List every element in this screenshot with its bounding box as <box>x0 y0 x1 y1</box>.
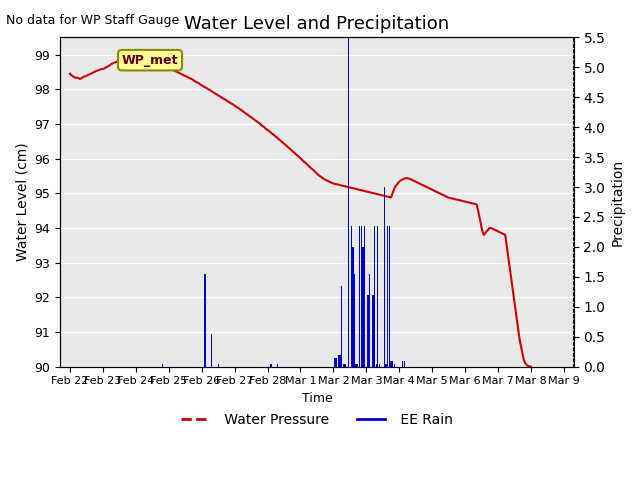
Bar <box>353 247 354 367</box>
Bar <box>364 226 365 367</box>
Bar <box>376 364 377 367</box>
Bar <box>334 358 336 367</box>
Legend:  Water Pressure,  EE Rain: Water Pressure, EE Rain <box>175 407 458 432</box>
Text: WP_met: WP_met <box>122 54 179 67</box>
Bar <box>372 295 374 367</box>
Bar <box>218 364 219 367</box>
Bar <box>342 364 344 367</box>
Y-axis label: Water Level (cm): Water Level (cm) <box>15 143 29 261</box>
Bar <box>392 360 394 367</box>
Bar <box>362 247 364 367</box>
Bar <box>348 37 349 367</box>
Bar <box>387 226 388 367</box>
Text: No data for WP Staff Gauge: No data for WP Staff Gauge <box>6 14 180 27</box>
Bar <box>270 364 271 367</box>
Bar <box>390 360 392 367</box>
Bar <box>161 364 163 367</box>
Bar <box>204 274 205 367</box>
Bar <box>374 226 375 367</box>
Bar <box>384 187 385 367</box>
Bar <box>336 358 337 367</box>
Bar <box>276 364 278 367</box>
Bar <box>404 360 405 367</box>
Bar <box>344 364 346 367</box>
Bar <box>338 355 339 367</box>
Bar <box>385 364 387 367</box>
X-axis label: Time: Time <box>301 392 332 405</box>
Title: Water Level and Precipitation: Water Level and Precipitation <box>184 15 449 33</box>
Bar <box>379 364 380 367</box>
Bar <box>377 226 378 367</box>
Bar <box>359 226 360 367</box>
Bar <box>211 334 212 367</box>
Bar <box>356 364 358 367</box>
Bar <box>355 364 356 367</box>
Bar <box>341 286 342 367</box>
Bar <box>339 355 340 367</box>
Bar <box>388 226 390 367</box>
Bar <box>367 295 369 367</box>
Bar <box>369 274 371 367</box>
Bar <box>354 274 355 367</box>
Bar <box>361 226 362 367</box>
Bar <box>402 360 403 367</box>
Bar <box>394 364 395 367</box>
Bar <box>351 226 352 367</box>
Y-axis label: Precipitation: Precipitation <box>611 158 625 246</box>
